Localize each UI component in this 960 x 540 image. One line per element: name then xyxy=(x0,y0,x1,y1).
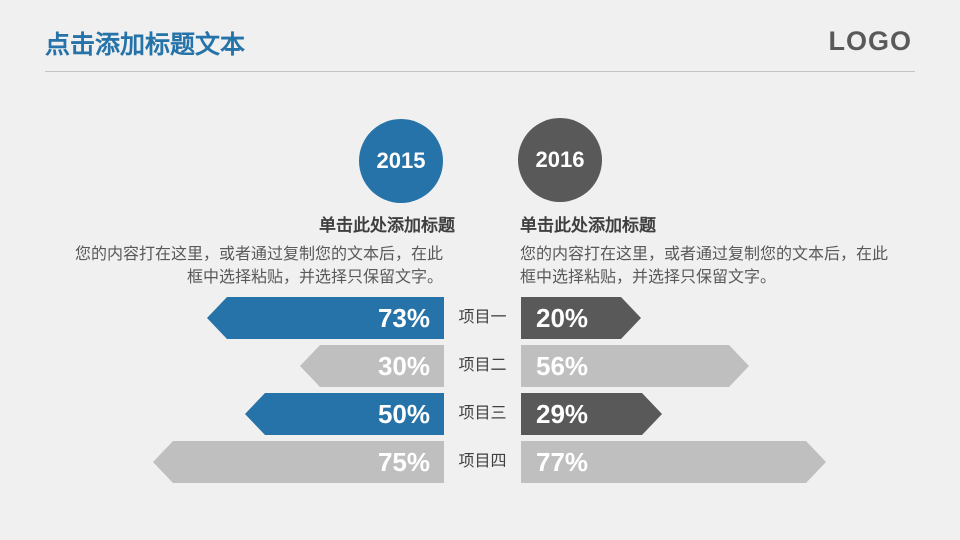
year-label-2015: 2015 xyxy=(376,148,426,173)
text-block-2015: 单击此处添加标题 您的内容打在这里，或者通过复制您的文本后，在此框中选择粘贴，并… xyxy=(60,211,455,289)
bar-2015-item4: 75% xyxy=(153,441,444,483)
year-circle-2015: 2015 xyxy=(359,119,443,203)
chart-row-3: 50% 项目三 29% xyxy=(0,393,960,435)
logo-text: LOGO xyxy=(828,26,912,56)
text-block-body: 您的内容打在这里，或者通过复制您的文本后，在此框中选择粘贴，并选择只保留文字。 xyxy=(520,246,889,286)
year-circle-2016: 2016 xyxy=(518,118,602,202)
bar-value-label: 77% xyxy=(536,446,589,477)
bar-2015-item2: 30% xyxy=(300,345,444,387)
chart-row-2: 30% 项目二 56% xyxy=(0,345,960,387)
text-block-2016: 单击此处添加标题 您的内容打在这里，或者通过复制您的文本后，在此框中选择粘贴，并… xyxy=(520,211,903,289)
bar-2015-item1: 73% xyxy=(207,297,444,339)
slide-title: 点击添加标题文本 xyxy=(45,31,246,59)
bar-value-label: 29% xyxy=(536,398,589,429)
bar-2016-item2: 56% xyxy=(521,345,749,387)
category-label-1: 项目一 xyxy=(458,309,507,326)
chart-row-1: 73% 项目一 20% xyxy=(0,297,960,339)
category-label-2: 项目二 xyxy=(458,357,507,374)
text-block-heading: 单击此处添加标题 xyxy=(319,216,455,235)
header-divider xyxy=(45,71,915,72)
bar-2016-item1: 20% xyxy=(521,297,641,339)
bar-value-label: 50% xyxy=(377,398,430,429)
bar-value-label: 20% xyxy=(536,302,589,333)
bar-2015-item3: 50% xyxy=(245,393,444,435)
chart-row-4: 75% 项目四 77% xyxy=(0,441,960,483)
bar-value-label: 73% xyxy=(377,302,430,333)
bar-value-label: 56% xyxy=(536,350,589,381)
year-label-2016: 2016 xyxy=(535,147,585,172)
bar-2016-item4: 77% xyxy=(521,441,826,483)
bar-2016-item3: 29% xyxy=(521,393,662,435)
category-label-4: 项目四 xyxy=(458,453,507,470)
bar-value-label: 30% xyxy=(377,350,430,381)
text-block-body: 您的内容打在这里，或者通过复制您的文本后，在此框中选择粘贴，并选择只保留文字。 xyxy=(74,246,443,286)
text-block-heading: 单击此处添加标题 xyxy=(520,216,656,235)
category-label-3: 项目三 xyxy=(458,405,507,422)
bar-value-label: 75% xyxy=(377,446,430,477)
